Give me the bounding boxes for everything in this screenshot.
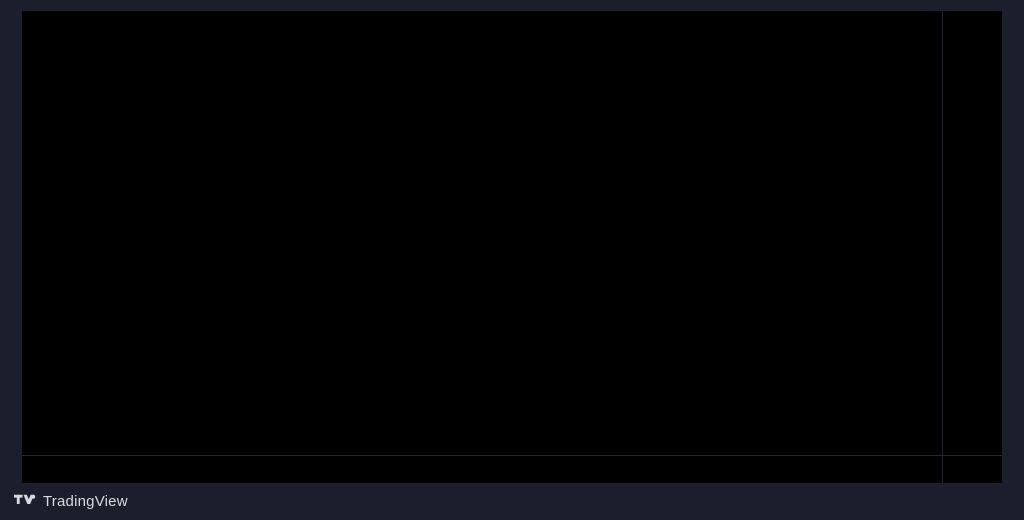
price-axis[interactable]: [942, 11, 1002, 483]
chart-canvas[interactable]: [22, 11, 1002, 483]
axis-separator: [942, 11, 943, 483]
footer-bar: TradingView: [0, 483, 1024, 520]
tradingview-logo[interactable]: TradingView: [14, 493, 128, 510]
tradingview-mark-icon: [14, 494, 36, 504]
chart-svg: [22, 11, 942, 483]
time-axis[interactable]: [22, 455, 1002, 484]
tradingview-wordmark: TradingView: [43, 493, 128, 510]
plot-area[interactable]: [22, 11, 942, 483]
